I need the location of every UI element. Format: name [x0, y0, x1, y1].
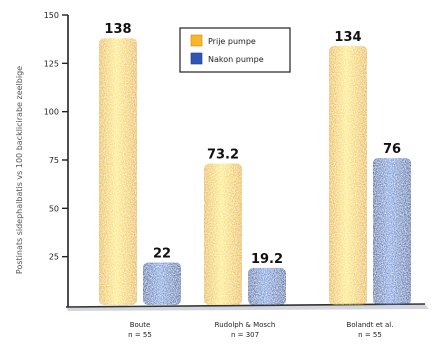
x-tick-sublabel: n = 55 [128, 331, 152, 339]
y-tick-label: 100 [44, 108, 59, 117]
data-label-after-0: 22 [153, 246, 171, 261]
data-label-before-0: 138 [104, 22, 131, 37]
y-tick-label: 150 [44, 11, 59, 20]
data-label-after-2: 76 [383, 142, 401, 157]
legend-swatch-after [190, 52, 203, 65]
y-tick-label: 50 [49, 204, 59, 213]
bar-after-0 [143, 262, 181, 305]
data-label-before-1: 73.2 [207, 147, 239, 162]
data-label-before-2: 134 [334, 30, 361, 45]
legend-box [179, 27, 291, 73]
x-tick-sublabel: n = 307 [231, 331, 259, 339]
legend-swatch-before [190, 34, 203, 47]
y-tick-label: 75 [49, 156, 59, 165]
bar-before-2 [329, 45, 367, 305]
x-axis-shadow [66, 304, 429, 311]
y-tick-label: 25 [49, 253, 59, 262]
x-tick-label: Bolandt et al. [347, 321, 394, 329]
legend-label-before: Prije pumpe [208, 37, 256, 46]
x-tick-label: Rudolph & Mosch [215, 321, 276, 329]
y-tick-label: 125 [44, 59, 59, 68]
y-axis-title: Postinats sidephalbatis vs 100 backlicir… [15, 66, 24, 274]
bar-after-1 [248, 267, 286, 305]
legend-label-after: Nakon pumpe [208, 55, 264, 64]
x-axis-line [65, 303, 426, 308]
data-label-after-1: 19.2 [251, 252, 283, 267]
legend: Prije pumpe Nakon pumpe [179, 27, 291, 73]
x-tick-sublabel: n = 55 [358, 331, 382, 339]
bar-before-0 [99, 38, 137, 305]
x-tick-label: Boute [130, 321, 151, 329]
bar-before-1 [204, 163, 242, 305]
bar-after-2 [373, 158, 411, 305]
